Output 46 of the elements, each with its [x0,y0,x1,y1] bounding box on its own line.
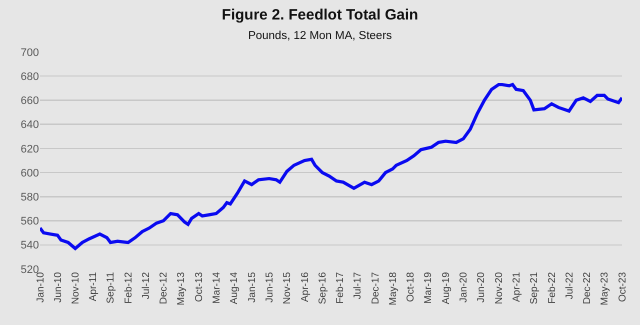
y-tick-label: 600 [20,167,39,180]
x-tick-label: Jun-20 [476,272,488,303]
x-tick-label: Jun-15 [264,272,276,303]
x-tick-label: May-13 [176,272,188,306]
x-tick-label: May-23 [600,272,611,306]
x-tick-label: Aug-19 [440,272,452,304]
x-tick-label: Dec-22 [582,272,594,304]
chart-subtitle: Pounds, 12 Mon MA, Steers [248,30,392,42]
y-tick-label: 540 [20,240,39,252]
x-tick-label: Jan-20 [458,272,470,303]
x-tick-label: Mar-19 [423,272,434,304]
x-tick-label: Oct-18 [406,272,417,302]
x-tick-label: Sep-16 [318,272,328,304]
line-series [40,82,622,250]
x-tick-label: Apr-21 [511,272,522,302]
x-tick-label: Sep-11 [106,272,117,304]
x-tick-label: Feb-22 [546,272,558,304]
x-tick-label: Apr-11 [88,272,99,302]
x-tick-label: Nov-15 [282,272,294,304]
x-tick-label: Nov-20 [494,272,505,304]
y-tick-label: 660 [20,95,39,108]
y-tick-label: 580 [20,192,39,204]
x-tick-label: Feb-17 [335,272,346,304]
y-tick-label: 700 [20,46,39,59]
x-tick-label: Sep-21 [529,272,540,304]
x-tick-label: May-18 [388,272,399,306]
x-tick-label: Feb-12 [123,272,134,304]
x-tick-label: Jul-22 [564,272,576,300]
y-tick-label: 640 [20,119,39,132]
x-tick-label: Dec-12 [158,272,170,304]
x-tick-label: Jul-12 [140,272,152,300]
x-tick-label: Dec-17 [370,272,382,304]
x-tick-label: Jan-15 [246,272,258,303]
chart-title: Figure 2. Feedlot Total Gain [222,6,418,24]
y-tick-label: 620 [20,143,39,156]
x-tick-label: Nov-10 [70,272,82,304]
x-tick-label: Aug-14 [229,272,240,304]
y-tick-label: 560 [20,216,39,228]
x-tick-label: Jun-10 [52,272,64,303]
y-tick-label: 680 [20,70,39,83]
x-tick-label: Jul-17 [352,272,364,300]
x-tick-label: Mar-14 [211,272,222,304]
x-tick-label: Jan-10 [35,272,46,303]
x-tick-label: Oct-23 [617,272,628,302]
x-tick-label: Apr-16 [300,272,311,302]
x-tick-label: Oct-13 [194,272,205,302]
